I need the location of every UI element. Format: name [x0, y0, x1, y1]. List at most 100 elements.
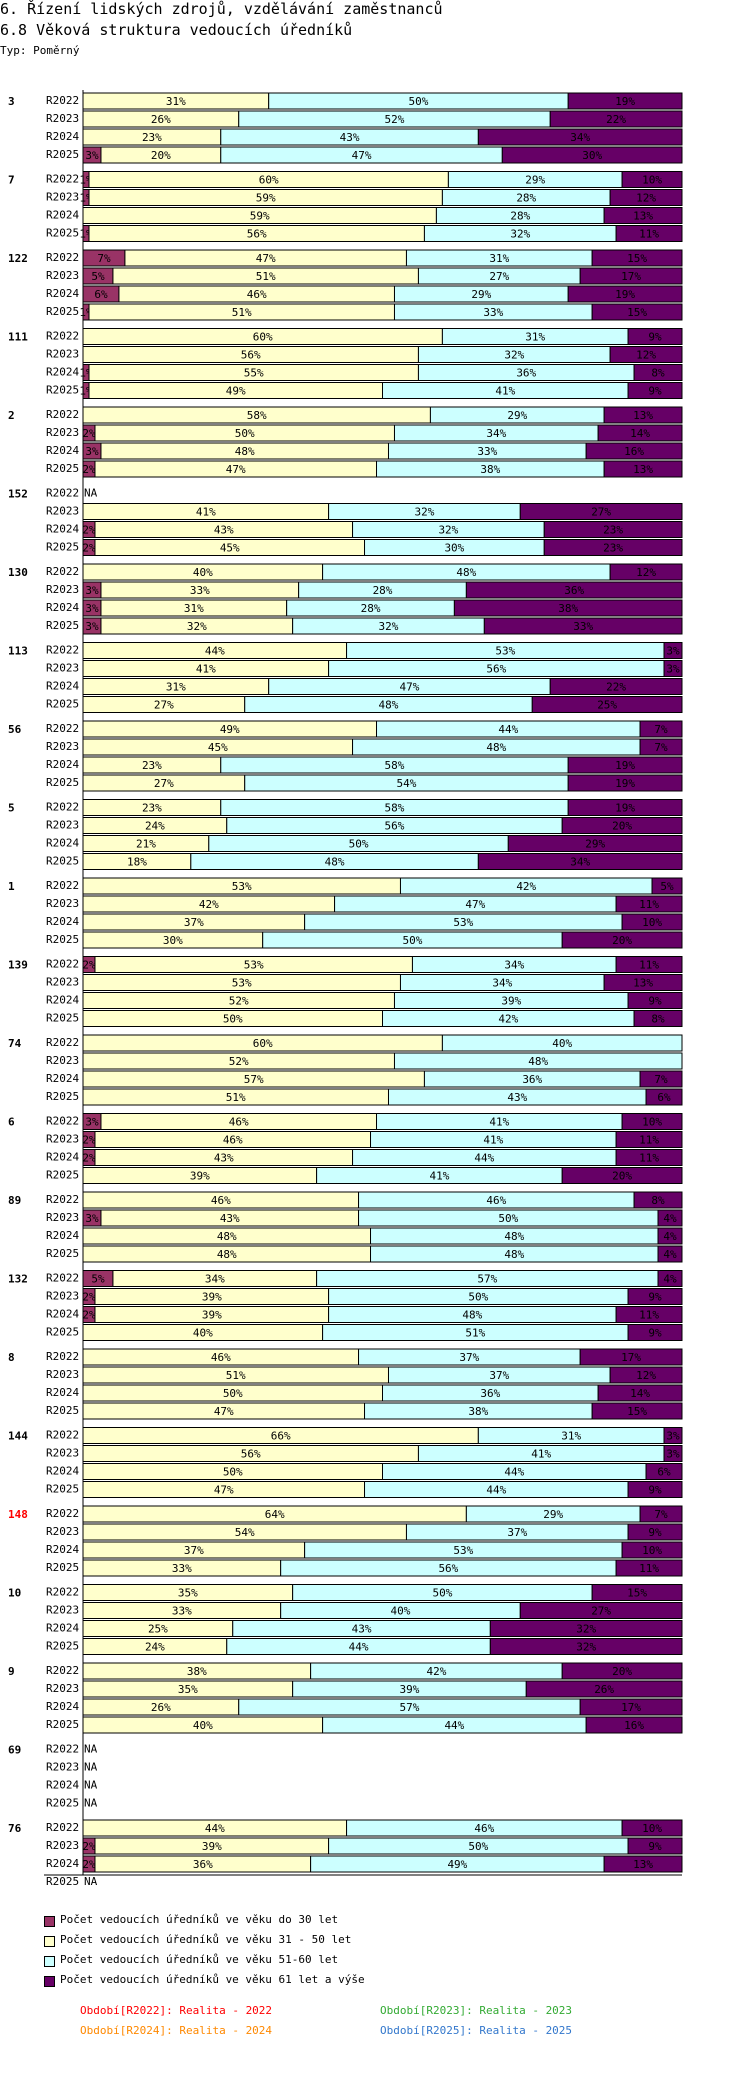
period-label: R2025 — [46, 1404, 79, 1417]
data-label: 44% — [349, 1641, 369, 1654]
data-label: 17% — [621, 1351, 641, 1364]
group-label: 132 — [8, 1273, 28, 1286]
stacked-bar-chart: 3 R2022 31% 50% 19%R2023 26% 52% 22%R2024 23% 43%… — [8, 90, 683, 1888]
data-label: 7% — [97, 252, 111, 265]
data-label: 9% — [648, 1327, 662, 1340]
data-label: 47% — [256, 252, 276, 265]
period-label: R2022 — [46, 958, 79, 971]
data-label: 58% — [247, 409, 267, 422]
period-label: R2024 — [46, 1072, 79, 1085]
data-label: 52% — [229, 995, 249, 1008]
period-label: R2024 — [46, 366, 79, 379]
data-label: 56% — [385, 820, 405, 833]
period-label: R2024 — [46, 1465, 79, 1478]
data-label: 35% — [178, 1683, 198, 1696]
data-label: 25% — [597, 699, 617, 712]
period-label: R2022 — [46, 644, 79, 657]
data-label: 22% — [606, 681, 626, 694]
bar-segment-61plus — [657, 1245, 683, 1263]
data-label: 15% — [627, 306, 647, 319]
bar-segment-61plus — [651, 877, 683, 895]
group-label: 10 — [8, 1587, 21, 1600]
bar-segment-61plus — [639, 1505, 683, 1523]
period-label: R2024 — [46, 680, 79, 693]
bar-segment-61plus — [579, 1348, 683, 1366]
data-label: 56% — [241, 349, 261, 362]
bar-segment-61plus — [567, 774, 683, 792]
data-label: 41% — [483, 1134, 503, 1147]
data-label: 31% — [166, 95, 186, 108]
data-label: 3% — [666, 663, 680, 676]
data-label: 44% — [498, 723, 518, 736]
bar-segment-51-60 — [441, 1034, 683, 1052]
na-label: NA — [84, 1875, 98, 1888]
chart-type-label: Typ: Poměrný — [0, 44, 80, 57]
data-label: 43% — [214, 1152, 234, 1165]
data-label: 2% — [82, 959, 96, 972]
bar-segment-61plus — [615, 1131, 683, 1148]
period-label: R2025 — [46, 384, 79, 397]
period-label: R2022 — [46, 1586, 79, 1599]
data-label: 31% — [489, 252, 509, 265]
period-label: R2023 — [46, 1682, 79, 1695]
data-label: 6% — [94, 288, 108, 301]
period-label: R2024 — [46, 1543, 79, 1556]
legend-swatch-51-60 — [44, 1956, 55, 1967]
bar-segment-61plus — [489, 1620, 683, 1637]
data-label: 7% — [654, 723, 668, 736]
group-label: 139 — [8, 959, 28, 972]
group-label: 56 — [8, 723, 22, 736]
period-label: R2025 — [46, 1875, 79, 1888]
data-label: 7% — [654, 741, 668, 754]
data-label: 32% — [504, 349, 524, 362]
period-label: R2024 — [46, 915, 79, 928]
data-label: 39% — [501, 995, 521, 1008]
data-label: 48% — [217, 1230, 237, 1243]
data-label: 48% — [504, 1230, 524, 1243]
group-label: 148 — [8, 1508, 28, 1521]
group-label: 9 — [8, 1665, 15, 1678]
data-label: 3% — [85, 149, 99, 162]
data-label: 47% — [214, 1484, 234, 1497]
data-label: 37% — [507, 1526, 527, 1539]
period-label: R2022 — [46, 1664, 79, 1677]
data-label: 27% — [591, 506, 611, 519]
data-label: 47% — [352, 149, 372, 162]
data-label: 43% — [214, 524, 234, 537]
data-label: 9% — [648, 1526, 662, 1539]
data-label: 2% — [82, 1152, 96, 1165]
data-label: 10% — [642, 174, 662, 187]
data-label: 33% — [483, 306, 503, 319]
period-label: R2022 — [46, 1821, 79, 1834]
data-label: 23% — [142, 131, 162, 144]
data-label: 31% — [525, 331, 545, 344]
data-label: 10% — [642, 1822, 662, 1835]
data-label: 2% — [82, 1309, 96, 1322]
data-label: 32% — [576, 1641, 596, 1654]
data-label: 24% — [145, 820, 165, 833]
data-label: 14% — [630, 1387, 650, 1400]
data-label: 16% — [624, 1719, 644, 1732]
group-label: 74 — [8, 1037, 22, 1050]
period-label: R2025 — [46, 541, 79, 554]
data-label: 19% — [615, 777, 635, 790]
data-label: 32% — [438, 524, 458, 537]
bar-segment-61plus — [627, 992, 683, 1009]
data-label: 47% — [465, 898, 485, 911]
period-label: R2023 — [46, 583, 79, 596]
data-label: 50% — [235, 427, 255, 440]
data-label: 46% — [486, 1194, 506, 1207]
period-label: R2025 — [46, 1012, 79, 1025]
data-label: 3% — [85, 620, 99, 633]
data-label: 30% — [582, 149, 602, 162]
data-label: 39% — [400, 1683, 420, 1696]
data-label: 41% — [429, 1170, 449, 1183]
data-label: 11% — [639, 1152, 659, 1165]
data-label: 50% — [403, 934, 423, 947]
period-label: R2025 — [46, 619, 79, 632]
data-label: 56% — [438, 1562, 458, 1575]
data-label: 30% — [444, 542, 464, 555]
data-label: 51% — [232, 306, 252, 319]
data-label: 32% — [576, 1623, 596, 1636]
data-label: 40% — [391, 1605, 411, 1618]
